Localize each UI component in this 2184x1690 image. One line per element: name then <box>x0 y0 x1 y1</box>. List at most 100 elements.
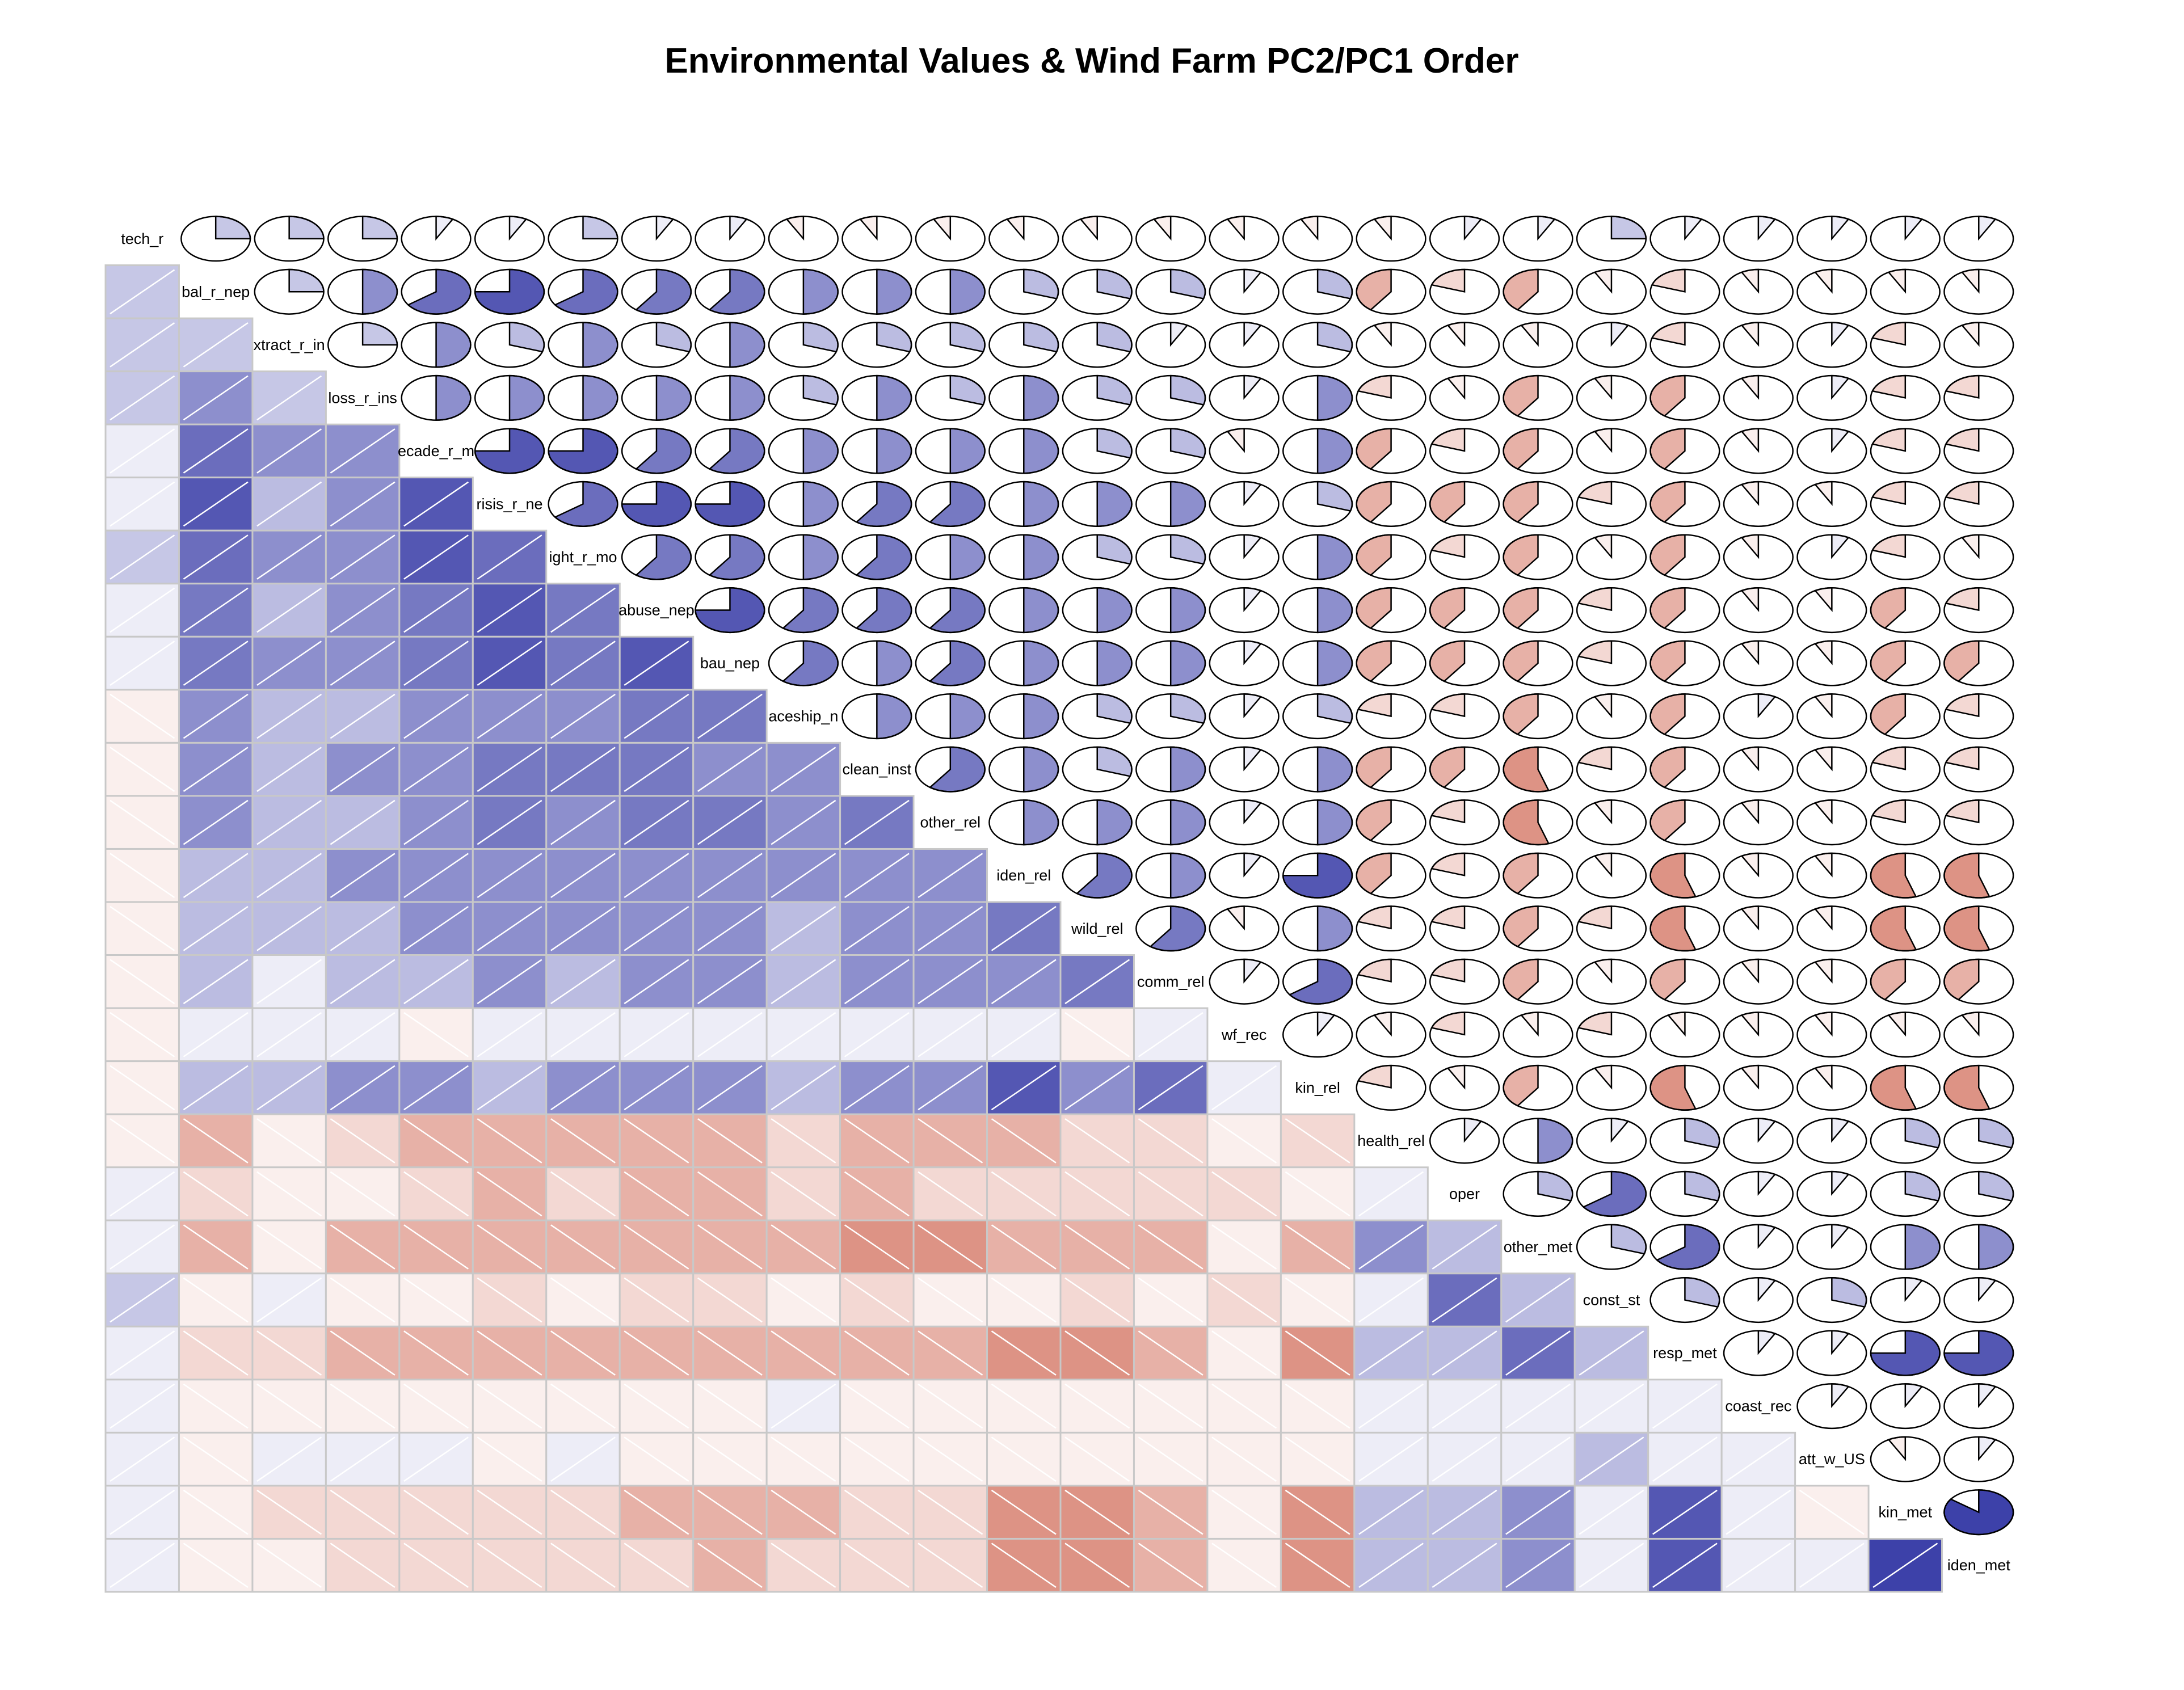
pie-outline-abuse_nep-wf_rec <box>1209 587 1280 634</box>
shade-line-const_st-wf_rec <box>1211 1277 1277 1323</box>
shade-line-health_rel-kin_rel <box>1285 1118 1350 1164</box>
shade-line-coast_rec-ecade_r_m <box>403 1383 469 1429</box>
pie-outline-abuse_nep-other_rel <box>915 587 986 634</box>
pie-outline-other_met-resp_met <box>1649 1224 1720 1270</box>
shade-line-other_rel-tech_r <box>110 799 175 845</box>
pie-outline-abuse_nep-comm_rel <box>1135 587 1206 634</box>
pie-outline-wf_rec-iden_met <box>1943 1012 2014 1058</box>
shade-line-iden_met-att_w_US <box>1799 1543 1865 1588</box>
shade-line-wf_rec-xtract_r_in <box>256 1012 322 1057</box>
shade-line-bau_nep-ight_r_mo <box>550 640 616 686</box>
pie-outline-xtract_r_in-loss_r_ins <box>327 322 398 368</box>
pie-outline-risis_r_ne-other_rel <box>915 481 986 527</box>
pie-outline-loss_r_ins-health_rel <box>1356 374 1426 421</box>
shade-line-oper-abuse_nep <box>624 1171 689 1217</box>
pie-outline-tech_r-other_rel <box>915 216 986 262</box>
pie-outline-bal_r_nep-wf_rec <box>1209 268 1280 315</box>
shade-line-att_w_US-coast_rec <box>1726 1436 1791 1482</box>
pie-outline-aceship_n-other_rel <box>915 693 986 740</box>
shade-line-health_rel-ecade_r_m <box>403 1118 469 1164</box>
pie-outline-risis_r_ne-iden_rel <box>988 481 1059 527</box>
pie-outline-oper-kin_met <box>1870 1170 1941 1217</box>
pie-outline-xtract_r_in-wf_rec <box>1209 322 1280 368</box>
shade-line-iden_rel-abuse_nep <box>624 853 689 899</box>
pie-outline-resp_met-kin_met <box>1870 1330 1941 1376</box>
pie-outline-iden_rel-kin_met <box>1870 852 1941 899</box>
shade-line-health_rel-comm_rel <box>1138 1118 1203 1164</box>
pie-outline-bal_r_nep-const_st <box>1576 268 1647 315</box>
pie-outline-risis_r_ne-att_w_US <box>1796 481 1867 527</box>
pie-outline-xtract_r_in-kin_rel <box>1282 322 1353 368</box>
shade-line-kin_rel-other_rel <box>918 1065 983 1111</box>
pie-outline-iden_rel-coast_rec <box>1723 852 1794 899</box>
shade-cell-wf_rec-loss_r_ins <box>325 1007 401 1063</box>
shade-line-risis_r_ne-xtract_r_in <box>256 481 322 527</box>
shade-line-kin_rel-abuse_nep <box>624 1065 689 1111</box>
pie-outline-ecade_r_m-clean_inst <box>841 428 912 474</box>
pie-outline-resp_met-coast_rec <box>1723 1330 1794 1376</box>
pie-outline-wf_rec-health_rel <box>1356 1012 1426 1058</box>
shade-line-oper-iden_rel <box>991 1171 1057 1217</box>
pie-outline-oper-const_st <box>1576 1170 1647 1217</box>
shade-line-wf_rec-risis_r_ne <box>477 1012 542 1057</box>
shade-line-loss_r_ins-tech_r <box>110 375 175 421</box>
pie-outline-loss_r_ins-ecade_r_m <box>401 374 472 421</box>
pie-outline-tech_r-ecade_r_m <box>401 216 472 262</box>
pie-outline-xtract_r_in-coast_rec <box>1723 322 1794 368</box>
pie-outline-aceship_n-comm_rel <box>1135 693 1206 740</box>
shade-line-iden_rel-ecade_r_m <box>403 853 469 899</box>
shade-line-oper-comm_rel <box>1138 1171 1203 1217</box>
shade-line-kin_rel-xtract_r_in <box>256 1065 322 1111</box>
shade-line-iden_met-risis_r_ne <box>477 1543 542 1588</box>
shade-line-wild_rel-other_rel <box>918 905 983 951</box>
pie-outline-bau_nep-wild_rel <box>1062 640 1133 686</box>
shade-line-kin_met-oper <box>1432 1489 1497 1535</box>
pie-outline-wf_rec-kin_met <box>1870 1012 1941 1058</box>
shade-line-comm_rel-loss_r_ins <box>330 959 395 1005</box>
shade-line-health_rel-aceship_n <box>771 1118 836 1164</box>
shade-line-iden_met-wild_rel <box>1064 1543 1130 1588</box>
pie-outline-comm_rel-resp_met <box>1649 958 1720 1005</box>
shade-line-ight_r_mo-bal_r_nep <box>183 534 249 580</box>
pie-outline-abuse_nep-oper <box>1429 587 1500 634</box>
shade-line-att_w_US-iden_rel <box>991 1436 1057 1482</box>
pie-outline-aceship_n-oper <box>1429 693 1500 740</box>
pie-outline-other_rel-wf_rec <box>1209 799 1280 846</box>
pie-outline-comm_rel-kin_rel <box>1282 958 1353 1005</box>
shade-cell-aceship_n-tech_r <box>104 689 180 744</box>
pie-outline-other_rel-resp_met <box>1649 799 1720 846</box>
shade-line-wf_rec-loss_r_ins <box>330 1012 395 1057</box>
diagonal-label-resp_met: resp_met <box>1653 1345 1717 1362</box>
pie-outline-tech_r-comm_rel <box>1135 216 1206 262</box>
pie-outline-xtract_r_in-other_met <box>1503 322 1573 368</box>
shade-cell-iden_rel-abuse_nep <box>618 848 695 903</box>
shade-line-wild_rel-xtract_r_in <box>256 905 322 951</box>
diagonal-label-iden_met: iden_met <box>1947 1557 2011 1574</box>
pie-outline-bal_r_nep-iden_met <box>1943 268 2014 315</box>
pie-outline-ecade_r_m-wf_rec <box>1209 428 1280 474</box>
shade-line-iden_rel-clean_inst <box>844 853 910 899</box>
shade-line-wf_rec-iden_rel <box>991 1012 1057 1057</box>
shade-line-oper-wild_rel <box>1064 1171 1130 1217</box>
shade-line-kin_met-bau_nep <box>697 1489 763 1535</box>
pie-outline-xtract_r_in-ight_r_mo <box>548 322 618 368</box>
pie-outline-bal_r_nep-loss_r_ins <box>327 268 398 315</box>
shade-line-resp_met-other_met <box>1505 1330 1571 1376</box>
pie-outline-loss_r_ins-aceship_n <box>768 374 839 421</box>
pie-outline-bal_r_nep-ight_r_mo <box>548 268 618 315</box>
shade-cell-iden_rel-tech_r <box>104 848 180 903</box>
shade-line-resp_met-other_rel <box>918 1330 983 1376</box>
pie-outline-att_w_US-kin_met <box>1870 1436 1941 1482</box>
shade-line-kin_met-health_rel <box>1358 1489 1424 1535</box>
shade-line-iden_rel-bau_nep <box>697 853 763 899</box>
shade-line-ight_r_mo-tech_r <box>110 534 175 580</box>
shade-line-kin_rel-wild_rel <box>1064 1065 1130 1111</box>
pie-outline-xtract_r_in-abuse_nep <box>621 322 692 368</box>
shade-line-wf_rec-bal_r_nep <box>183 1012 249 1057</box>
pie-outline-ecade_r_m-other_rel <box>915 428 986 474</box>
pie-outline-risis_r_ne-kin_rel <box>1282 481 1353 527</box>
shade-line-bau_nep-tech_r <box>110 640 175 686</box>
pie-outline-ecade_r_m-bau_nep <box>695 428 765 474</box>
pie-outline-bal_r_nep-comm_rel <box>1135 268 1206 315</box>
pie-outline-tech_r-iden_rel <box>988 216 1059 262</box>
